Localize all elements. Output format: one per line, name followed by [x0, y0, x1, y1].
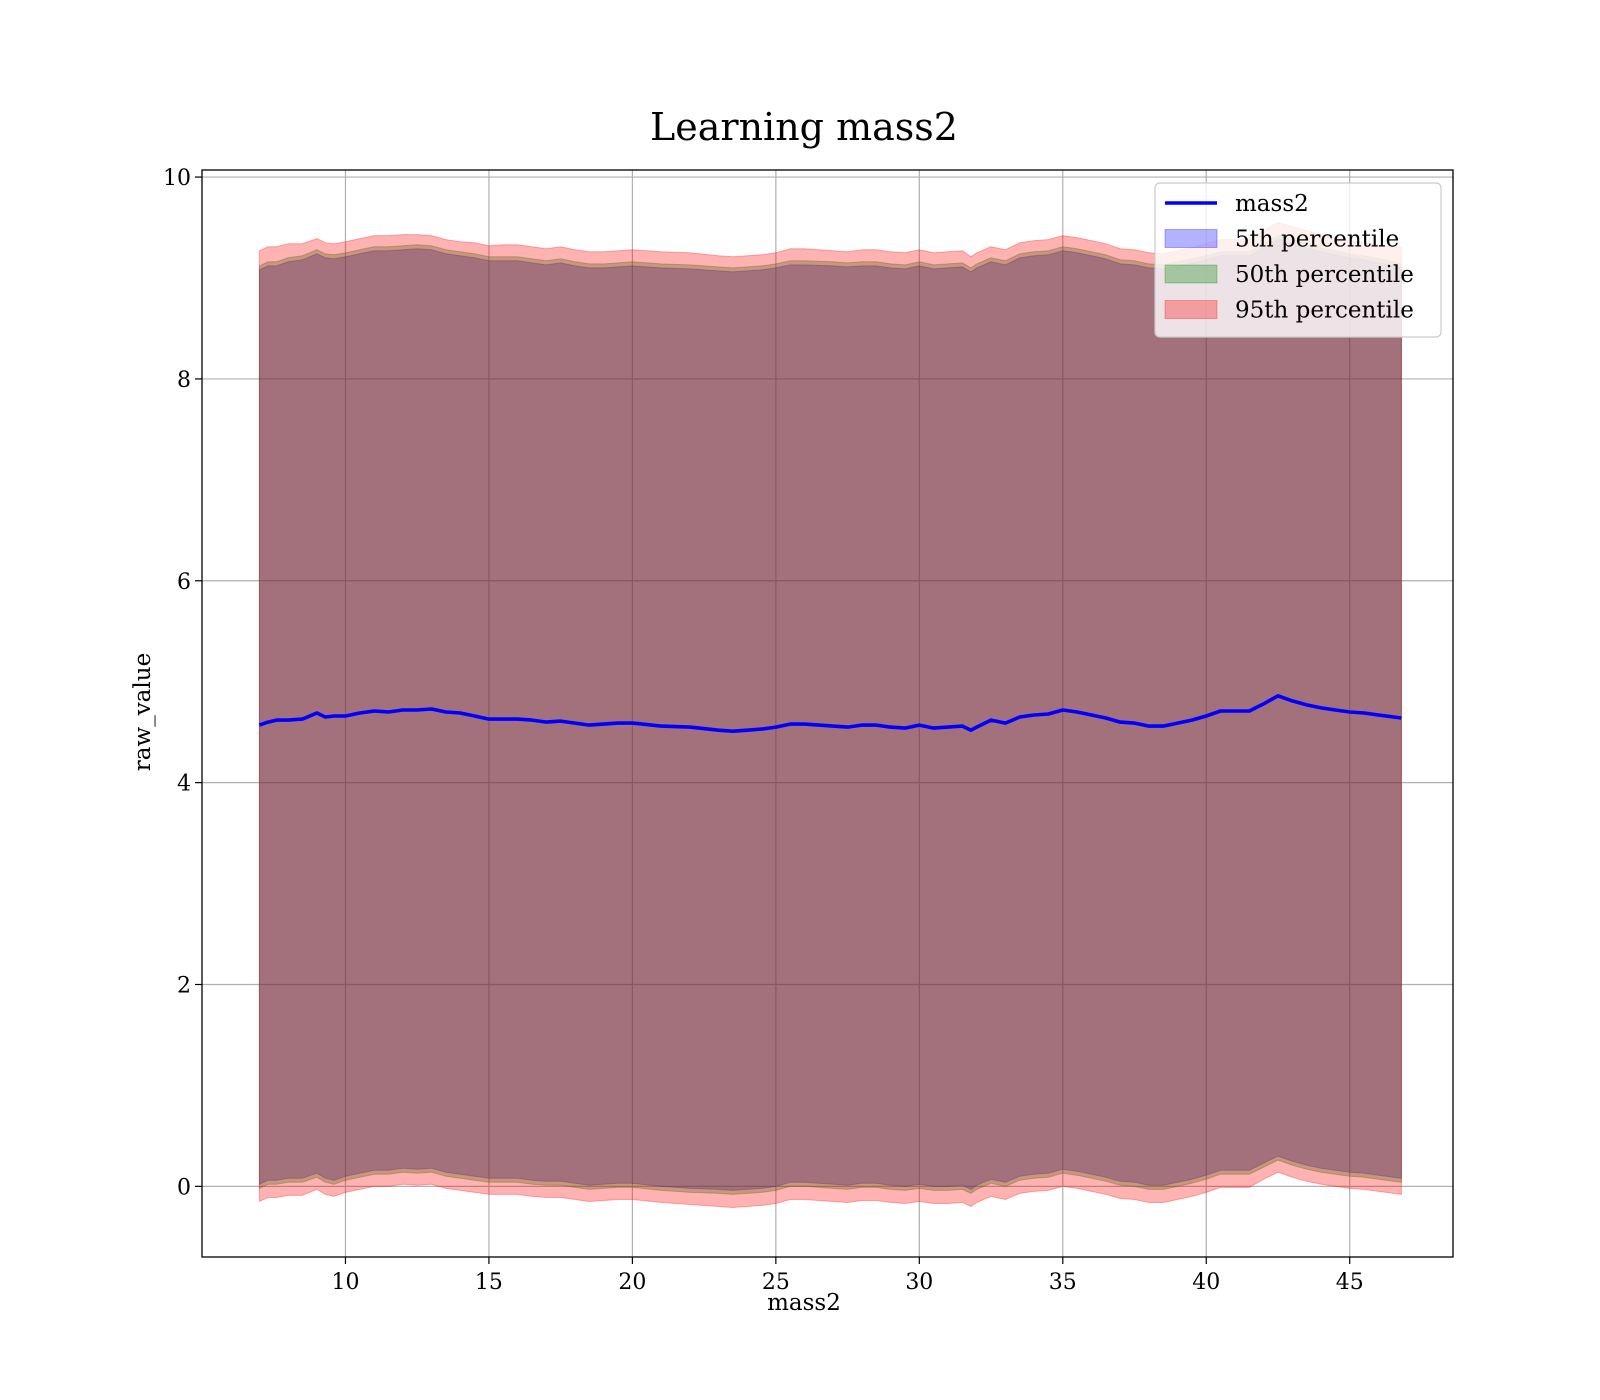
x-tick-label-2: 20 [618, 1270, 646, 1295]
band-5th-percentile [258, 239, 1402, 1191]
legend-swatch-2 [1164, 264, 1218, 284]
x-tick-label-5: 35 [1049, 1270, 1077, 1295]
y-tick-label-4: 8 [177, 368, 191, 393]
y-tick-label-5: 10 [163, 166, 191, 191]
percentile-bands [258, 221, 1402, 1209]
y-axis-ticks: 0 2 4 6 8 10 [163, 166, 202, 1200]
x-tick-label-1: 15 [475, 1270, 503, 1295]
x-axis-ticks: 10 15 20 25 30 35 40 45 [331, 1257, 1364, 1295]
series-lines [258, 693, 1402, 734]
x-tick-label-0: 10 [331, 1270, 359, 1295]
y-tick-label-3: 6 [177, 570, 191, 595]
legend-label-3: 95th percentile [1235, 298, 1414, 324]
line-mass2 [258, 693, 1402, 734]
chart-title: Learning mass2 [650, 105, 958, 149]
y-tick-label-1: 2 [177, 973, 191, 998]
y-axis-label: raw_value [130, 653, 156, 771]
plot-frame [201, 169, 1454, 1258]
grid-lines [202, 170, 1453, 1257]
band-95th-percentile [258, 221, 1402, 1209]
x-tick-label-6: 40 [1192, 1270, 1220, 1295]
x-tick-label-4: 30 [905, 1270, 933, 1295]
legend-label-1: 5th percentile [1235, 227, 1399, 253]
legend-label-0: mass2 [1235, 191, 1309, 217]
x-axis-label: mass2 [767, 1290, 841, 1316]
band-50th-percentile [258, 235, 1402, 1195]
x-tick-label-3: 25 [762, 1270, 790, 1295]
plot-area [201, 169, 1454, 1258]
legend-swatch-3 [1164, 300, 1218, 319]
legend-label-2: 50th percentile [1235, 262, 1414, 288]
legend-swatch-1 [1164, 229, 1218, 248]
x-tick-label-7: 45 [1336, 1270, 1364, 1295]
legend-box [1154, 182, 1442, 338]
y-tick-label-0: 0 [177, 1175, 191, 1200]
y-tick-label-2: 4 [177, 772, 191, 797]
legend: mass2 5th percentile 50th percentile 95th p… [1154, 182, 1442, 338]
